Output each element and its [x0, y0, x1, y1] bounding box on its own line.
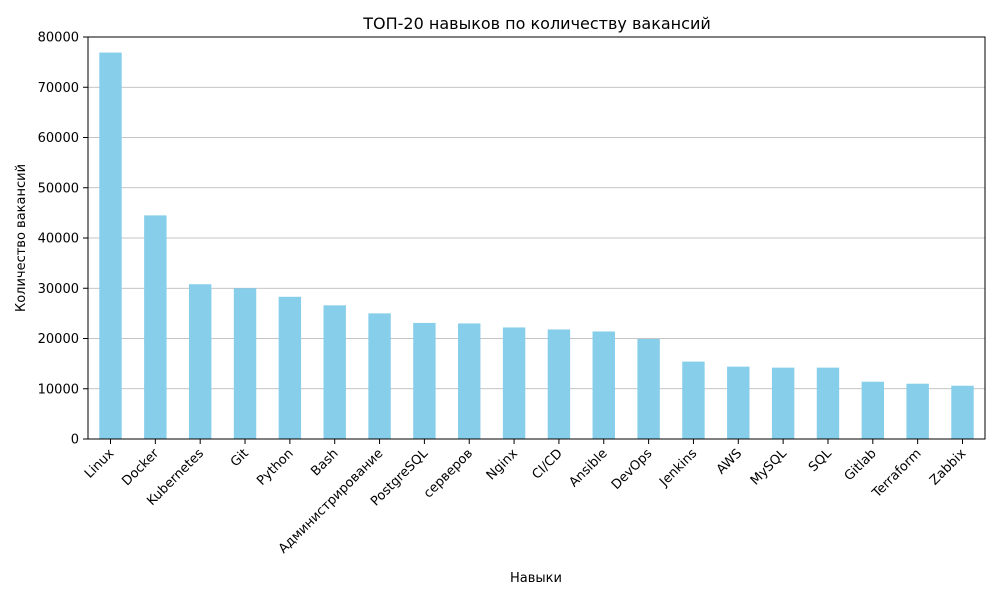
y-axis: 0 10000 20000 30000 40000 50000 60000 70000 8000… — [38, 31, 88, 448]
x-tick-label: Docker — [119, 446, 162, 489]
bar-docker — [144, 215, 167, 439]
bar-ci-cd — [547, 329, 571, 439]
y-tick-label: 40000 — [38, 232, 79, 247]
y-tick-label: 60000 — [38, 131, 79, 146]
bar-python — [278, 296, 302, 439]
x-tick-label: Ansible — [566, 446, 610, 490]
y-tick-label: 0 — [71, 433, 79, 448]
bars — [99, 52, 974, 439]
x-tick-label: Nginx — [484, 446, 521, 483]
y-axis-label: Количество вакансий — [14, 164, 29, 312]
y-tick-label: 80000 — [38, 31, 79, 46]
x-tick-label: SQL — [806, 446, 835, 475]
x-tick-label: CI/CD — [529, 446, 565, 482]
x-tick-label: серверов — [421, 446, 476, 501]
y-tick-label: 30000 — [38, 282, 79, 297]
plot-frame — [87, 36, 986, 440]
bar-ansible — [592, 331, 615, 439]
x-tick-label: Jenkins — [656, 446, 700, 490]
x-tick-label: Linux — [82, 446, 118, 482]
chart-title: ТОП-20 навыков по количеству вакансий — [362, 14, 710, 33]
bar-sql — [816, 367, 840, 439]
bar-mysql — [771, 367, 795, 439]
bar-devops — [637, 339, 660, 439]
bar-linux — [99, 52, 122, 439]
bar-kubernetes — [188, 284, 212, 439]
x-tick-label: DevOps — [609, 446, 656, 493]
x-tick-label: Gitlab — [842, 446, 880, 484]
x-tick-label: Git — [228, 446, 252, 470]
bar-aws — [727, 366, 750, 439]
bar-postgresql — [413, 322, 436, 439]
y-tick-label: 10000 — [38, 382, 79, 397]
x-axis-label: Навыки — [510, 571, 562, 586]
bar-jenkins — [682, 361, 705, 439]
bar-zabbix — [951, 385, 974, 439]
y-tick-label: 50000 — [38, 181, 79, 196]
x-tick-label: Zabbix — [927, 446, 969, 488]
x-tick-label: Python — [254, 446, 296, 488]
bar-git — [233, 288, 257, 439]
bar-terraform — [906, 383, 929, 439]
bar-серверов — [458, 323, 481, 439]
y-tick-label: 70000 — [38, 81, 79, 96]
bar-администрирование — [368, 313, 391, 439]
bar-bash — [323, 305, 346, 439]
x-tick-label: Bash — [308, 446, 341, 479]
x-tick-label: AWS — [714, 446, 745, 477]
grid-lines — [88, 36, 985, 390]
bar-gitlab — [861, 381, 885, 439]
y-tick-label: 20000 — [38, 332, 79, 347]
x-tick-label: MySQL — [748, 446, 791, 489]
bar-nginx — [502, 327, 526, 439]
